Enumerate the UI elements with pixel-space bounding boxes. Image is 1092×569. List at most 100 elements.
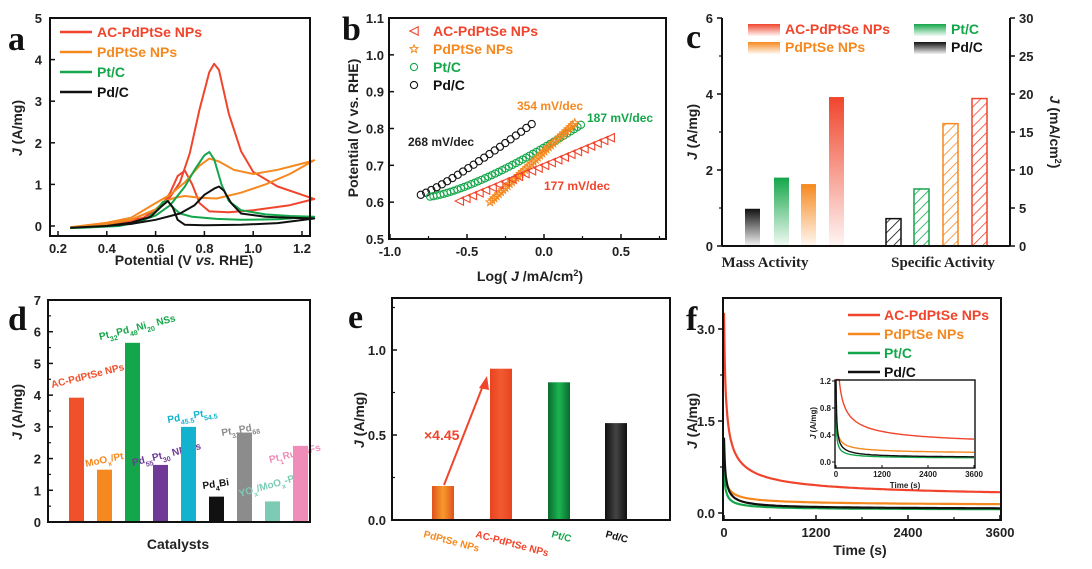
legend-label: AC-PdPtSe NPs — [97, 24, 202, 40]
bar-label: Pd45.5Pt54.5 — [167, 406, 219, 428]
y-tick-label: 3 — [35, 94, 42, 109]
text-part: 32 — [109, 334, 118, 343]
series-line-pd-c — [722, 437, 1000, 510]
legend-label: Pt/C — [433, 59, 461, 75]
y-tick-label-right: 25 — [1019, 49, 1033, 64]
x-tick-label: 0.8 — [195, 241, 213, 256]
data-point — [565, 149, 576, 160]
data-point — [569, 117, 581, 128]
text-part: /Pt — [110, 451, 125, 465]
text-part: Pt — [151, 451, 164, 464]
text-part: Ru — [282, 449, 298, 463]
text-part: NSs — [153, 313, 178, 329]
mass-activity-bar-ac-pdptse-nps — [829, 97, 844, 246]
data-point — [448, 173, 457, 183]
x-tick-label: 0.6 — [147, 241, 165, 256]
legend-label: AC-PdPtSe NPs — [884, 307, 989, 323]
panel-letter-a: a — [8, 21, 25, 58]
text-part: J — [1047, 96, 1063, 105]
text-part: 68 — [252, 428, 261, 436]
data-point — [539, 160, 550, 171]
text-part: Potential (V — [115, 252, 196, 268]
bar-pd-c — [605, 423, 627, 520]
legend-swatch — [748, 42, 780, 54]
data-point — [466, 190, 478, 201]
legend-label: Pd/C — [884, 364, 916, 380]
data-point — [598, 135, 609, 146]
text-part: (mA/cm — [1047, 103, 1063, 158]
data-point — [558, 151, 570, 163]
text-part: J — [9, 147, 25, 156]
text-part: J — [351, 439, 367, 448]
y-tick-label: 0.0 — [697, 506, 715, 521]
mass-activity-bar-pt-c — [774, 177, 789, 246]
text-part: 54.5 — [204, 413, 219, 422]
legend-label: AC-PdPtSe NPs — [785, 21, 890, 37]
y-axis-title: J (A/mg) — [9, 100, 25, 156]
y-tick-label: 0.6 — [366, 195, 384, 210]
y-tick-label: 5 — [35, 11, 42, 26]
data-point — [453, 195, 465, 207]
data-point — [506, 173, 517, 185]
data-point — [480, 153, 489, 162]
x-tick-label: 0 — [720, 525, 727, 540]
y-tick-label-right: 15 — [1019, 125, 1033, 140]
y-tick-label: 6 — [34, 325, 41, 340]
y-tick-label: 0 — [35, 219, 42, 234]
data-point — [501, 138, 510, 148]
y-axis-title: J (A/mg) — [684, 393, 700, 449]
plot-frame — [49, 17, 311, 237]
data-point — [522, 123, 531, 133]
text-part: /mA/cm — [519, 268, 573, 284]
inset-x-tick-label: 0 — [834, 470, 839, 479]
text-part: YO — [238, 485, 255, 500]
x-tick-label: 0.5 — [612, 244, 630, 259]
y-tick-label: 7 — [34, 293, 41, 308]
y-tick-label: 4 — [35, 53, 43, 68]
panel-b: b -1.0 -0.5 0.0 0.5 0.5 0.6 0.7 0.8 0.9 1.0 1.1 Log(… — [342, 11, 667, 284]
y-tick-label: 1.5 — [697, 414, 715, 429]
bar — [209, 496, 224, 522]
x-tick-label: 0.0 — [535, 244, 553, 259]
panel-c: c 0 2 4 6 0 5 10 15 20 25 30 Mass Activity Specific A… — [684, 11, 1063, 271]
legend-swatch — [914, 42, 946, 54]
legend-swatch — [914, 24, 946, 36]
y-tick-label: 2 — [35, 136, 42, 151]
inset-series-line — [835, 403, 974, 453]
data-point — [506, 135, 515, 144]
text-part: 2 — [573, 268, 578, 278]
inset-series-line — [835, 413, 975, 459]
data-point — [519, 168, 530, 179]
legend-label: Pd/C — [951, 39, 983, 55]
series-line-pdptse-nps — [722, 459, 1001, 506]
y-tick-label: 1 — [35, 177, 42, 192]
text-part: 32 — [232, 431, 241, 439]
data-point — [464, 163, 473, 173]
data-point — [460, 193, 471, 204]
data-point — [408, 25, 419, 37]
text-part: Pd — [238, 423, 252, 436]
x-tick-label: 1200 — [802, 525, 831, 540]
data-point — [591, 138, 602, 149]
bar — [153, 464, 168, 522]
y-axis-title-left: J (A/mg) — [684, 104, 700, 160]
data-point — [474, 157, 484, 166]
bar — [125, 342, 140, 522]
data-point — [571, 146, 583, 157]
y-tick-label: 1.0 — [366, 48, 384, 63]
text-part: (A/mg) — [684, 104, 700, 152]
y-tick-label: 3 — [34, 420, 41, 435]
series-line-pd-c — [70, 185, 316, 229]
text-part: 2 — [1053, 159, 1063, 164]
y-tick-label: 5 — [34, 356, 41, 371]
text-part: J — [809, 434, 818, 439]
bar — [265, 501, 280, 522]
y-tick-label: 0.5 — [366, 232, 384, 247]
x-axis-title: Potential (V vs. RHE) — [115, 252, 254, 268]
y-tick-label: 0.7 — [366, 158, 384, 173]
y-tick-label: 0.9 — [366, 85, 384, 100]
text-part: Ni — [135, 320, 148, 333]
specific-activity-bar-pt-c — [913, 188, 930, 247]
